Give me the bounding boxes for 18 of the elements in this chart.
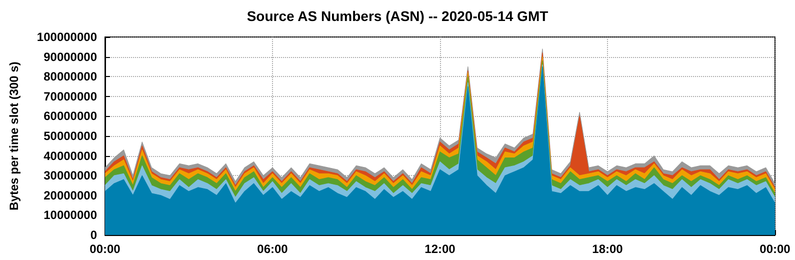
y-tick-label: 40000000: [44, 148, 98, 163]
x-tick-label: 06:00: [257, 242, 288, 256]
x-tick-label: 00:00: [760, 242, 791, 256]
x-tick-label: 00:00: [90, 242, 121, 256]
y-tick-label: 60000000: [44, 109, 98, 124]
y-tick-label: 90000000: [44, 50, 98, 64]
chart-title: Source AS Numbers (ASN) -- 2020-05-14 GMT: [246, 8, 549, 24]
y-tick-label: 30000000: [44, 168, 98, 183]
y-tick-label: 0: [90, 228, 98, 242]
y-tick-label: 70000000: [44, 89, 98, 104]
y-tick-label: 10000000: [44, 208, 98, 222]
x-tick-label: 18:00: [592, 242, 624, 256]
y-axis-title: Bytes per time slot (300 s): [7, 62, 21, 210]
y-tick-label: 100000000: [36, 30, 98, 44]
y-tick-label: 20000000: [44, 188, 98, 202]
x-tick-label: 12:00: [424, 242, 456, 256]
y-tick-label: 50000000: [44, 129, 98, 143]
y-tick-label: 80000000: [44, 70, 98, 84]
